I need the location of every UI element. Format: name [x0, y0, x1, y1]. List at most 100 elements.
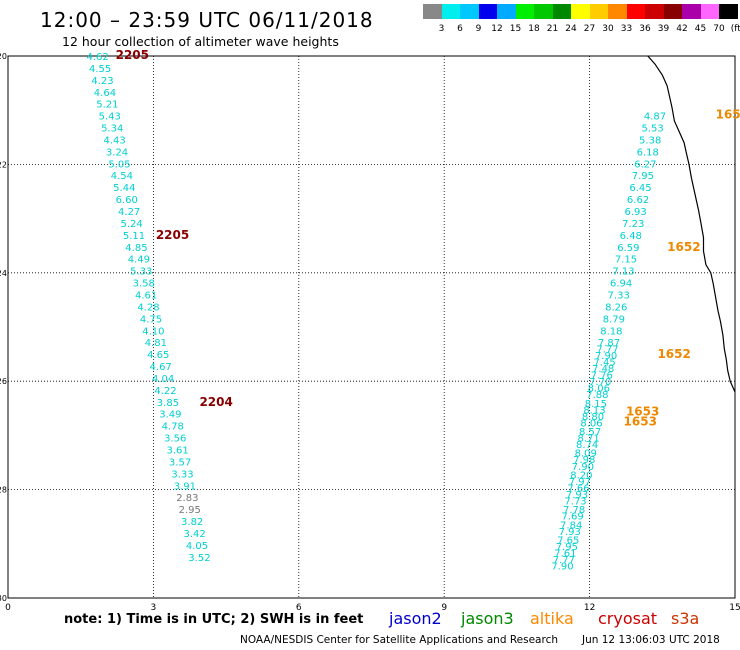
wave-height-label: 4.62	[87, 52, 109, 63]
color-scale-cell	[719, 4, 738, 19]
color-scale-cell	[460, 4, 479, 19]
wave-height-label: 7.87	[598, 338, 620, 349]
color-scale-label: 12	[491, 24, 503, 34]
plot-frame	[7, 55, 736, 599]
color-scale-cell	[663, 4, 682, 19]
wave-height-label: 5.33	[130, 267, 152, 278]
satellite-legend-jason2: jason2	[389, 609, 442, 628]
wave-height-label: 7.73	[564, 496, 586, 507]
wave-height-label: 4.61	[135, 290, 157, 301]
color-scale-label: 45	[694, 24, 707, 34]
wave-height-label: 6.48	[620, 231, 642, 242]
footer-credit: NOAA/NESDIS Center for Satellite Applica…	[240, 634, 558, 646]
y-tick-label: -28	[0, 486, 7, 495]
wave-height-label: 7.61	[554, 548, 576, 559]
wave-height-label: 5.34	[101, 124, 123, 135]
wave-height-label: 5.44	[113, 183, 135, 194]
satellite-legend-s3a: s3a	[671, 609, 700, 628]
wave-height-label: 2.83	[176, 493, 198, 504]
wave-height-label: 4.65	[147, 350, 169, 361]
wave-height-label: 5.24	[120, 219, 142, 230]
wave-height-label: 7.95	[632, 171, 654, 182]
wave-height-label: 8.26	[605, 302, 627, 313]
wave-height-label: 7.95	[556, 542, 578, 553]
wave-height-label: 7.15	[615, 255, 637, 266]
y-tick-label: -30	[0, 594, 7, 603]
color-scale-cell	[497, 4, 516, 19]
wave-height-label: 3.91	[174, 481, 196, 492]
wave-height-label: 5.53	[641, 124, 663, 135]
wave-height-label: 7.69	[562, 512, 584, 523]
wave-height-label: 7.90	[572, 462, 594, 473]
satellite-legend-jason3: jason3	[461, 609, 514, 628]
pass-time-label: 2205	[116, 48, 149, 62]
wave-height-label: 4.75	[140, 314, 162, 325]
satellite-legend-altika: altika	[530, 609, 574, 628]
wave-height-label: 7.90	[551, 561, 573, 572]
wave-height-label: 5.05	[108, 159, 130, 170]
footer-note: note: 1) Time is in UTC; 2) SWH is in fe…	[64, 612, 364, 627]
color-scale-label: 9	[475, 24, 482, 34]
wave-height-label: 7.88	[586, 390, 608, 401]
wave-height-label: 7.13	[612, 267, 634, 278]
wave-height-label: 8.79	[603, 314, 625, 325]
wave-height-label: 7.78	[563, 505, 585, 516]
color-scale-label: 70	[713, 24, 725, 34]
wave-height-label: 4.78	[162, 422, 184, 433]
wave-height-label: 7.48	[592, 364, 614, 375]
wave-height-label: 6.93	[625, 207, 647, 218]
color-scale-label: 33	[620, 24, 633, 34]
satellite-legend-cryosat: cryosat	[598, 609, 658, 628]
wave-height-label: 4.05	[186, 541, 208, 552]
color-scale-cell	[645, 4, 664, 19]
x-tick-label: 6	[296, 603, 302, 613]
wave-height-label: 8.18	[600, 326, 622, 337]
coastline	[647, 55, 736, 393]
x-tick-label: 9	[441, 603, 447, 613]
wave-height-label: 4.10	[142, 326, 164, 337]
wave-height-label: 7.77	[596, 345, 618, 356]
wave-height-label: 7.76	[591, 371, 613, 382]
wave-height-label: 4.23	[91, 76, 113, 87]
wave-height-label: 4.67	[150, 362, 172, 373]
x-tick-label: 0	[5, 603, 11, 613]
wave-height-label: 4.22	[154, 386, 176, 397]
wave-height-label: 3.33	[171, 469, 193, 480]
y-tick-label: -22	[0, 160, 7, 169]
wave-height-label: 4.28	[137, 302, 159, 313]
color-scale-label: (ft)	[730, 24, 740, 34]
color-scale-cell	[478, 4, 497, 19]
y-tick-label: -24	[0, 269, 7, 278]
wave-height-label: 3.42	[183, 529, 205, 540]
wave-height-label: 8.13	[583, 405, 605, 416]
color-scale-cell	[552, 4, 571, 19]
wave-height-label: 7.70	[589, 377, 611, 388]
wave-height-label: 8.06	[580, 418, 602, 429]
wave-height-label: 3.24	[106, 147, 128, 158]
wave-height-label: 3.49	[159, 410, 181, 421]
color-scale-cell	[534, 4, 553, 19]
color-scale-cell	[608, 4, 627, 19]
wave-height-label: 3.56	[164, 434, 186, 445]
y-tick-label: -20	[0, 52, 7, 61]
wave-height-label: 5.21	[96, 100, 118, 111]
wave-height-label: 6.45	[629, 183, 651, 194]
wave-height-label: 3.61	[167, 445, 189, 456]
wave-height-label: 7.45	[593, 358, 615, 369]
color-scale-cell	[682, 4, 701, 19]
color-scale-label: 42	[676, 24, 688, 34]
color-scale-cell	[700, 4, 719, 19]
wave-height-label: 4.81	[145, 338, 167, 349]
wave-height-label: 8.20	[570, 470, 592, 481]
wave-height-label: 7.90	[595, 351, 617, 362]
wave-height-label: 8.15	[585, 399, 607, 410]
wave-height-label: 4.54	[111, 171, 133, 182]
chart-subtitle: 12 hour collection of altimeter wave hei…	[62, 34, 339, 49]
color-scale-label: 6	[457, 24, 463, 34]
color-scale-label: 21	[546, 24, 559, 34]
wave-height-label: 6.27	[634, 159, 656, 170]
wave-height-label: 4.04	[152, 374, 174, 385]
wave-height-label: 6.18	[637, 147, 659, 158]
